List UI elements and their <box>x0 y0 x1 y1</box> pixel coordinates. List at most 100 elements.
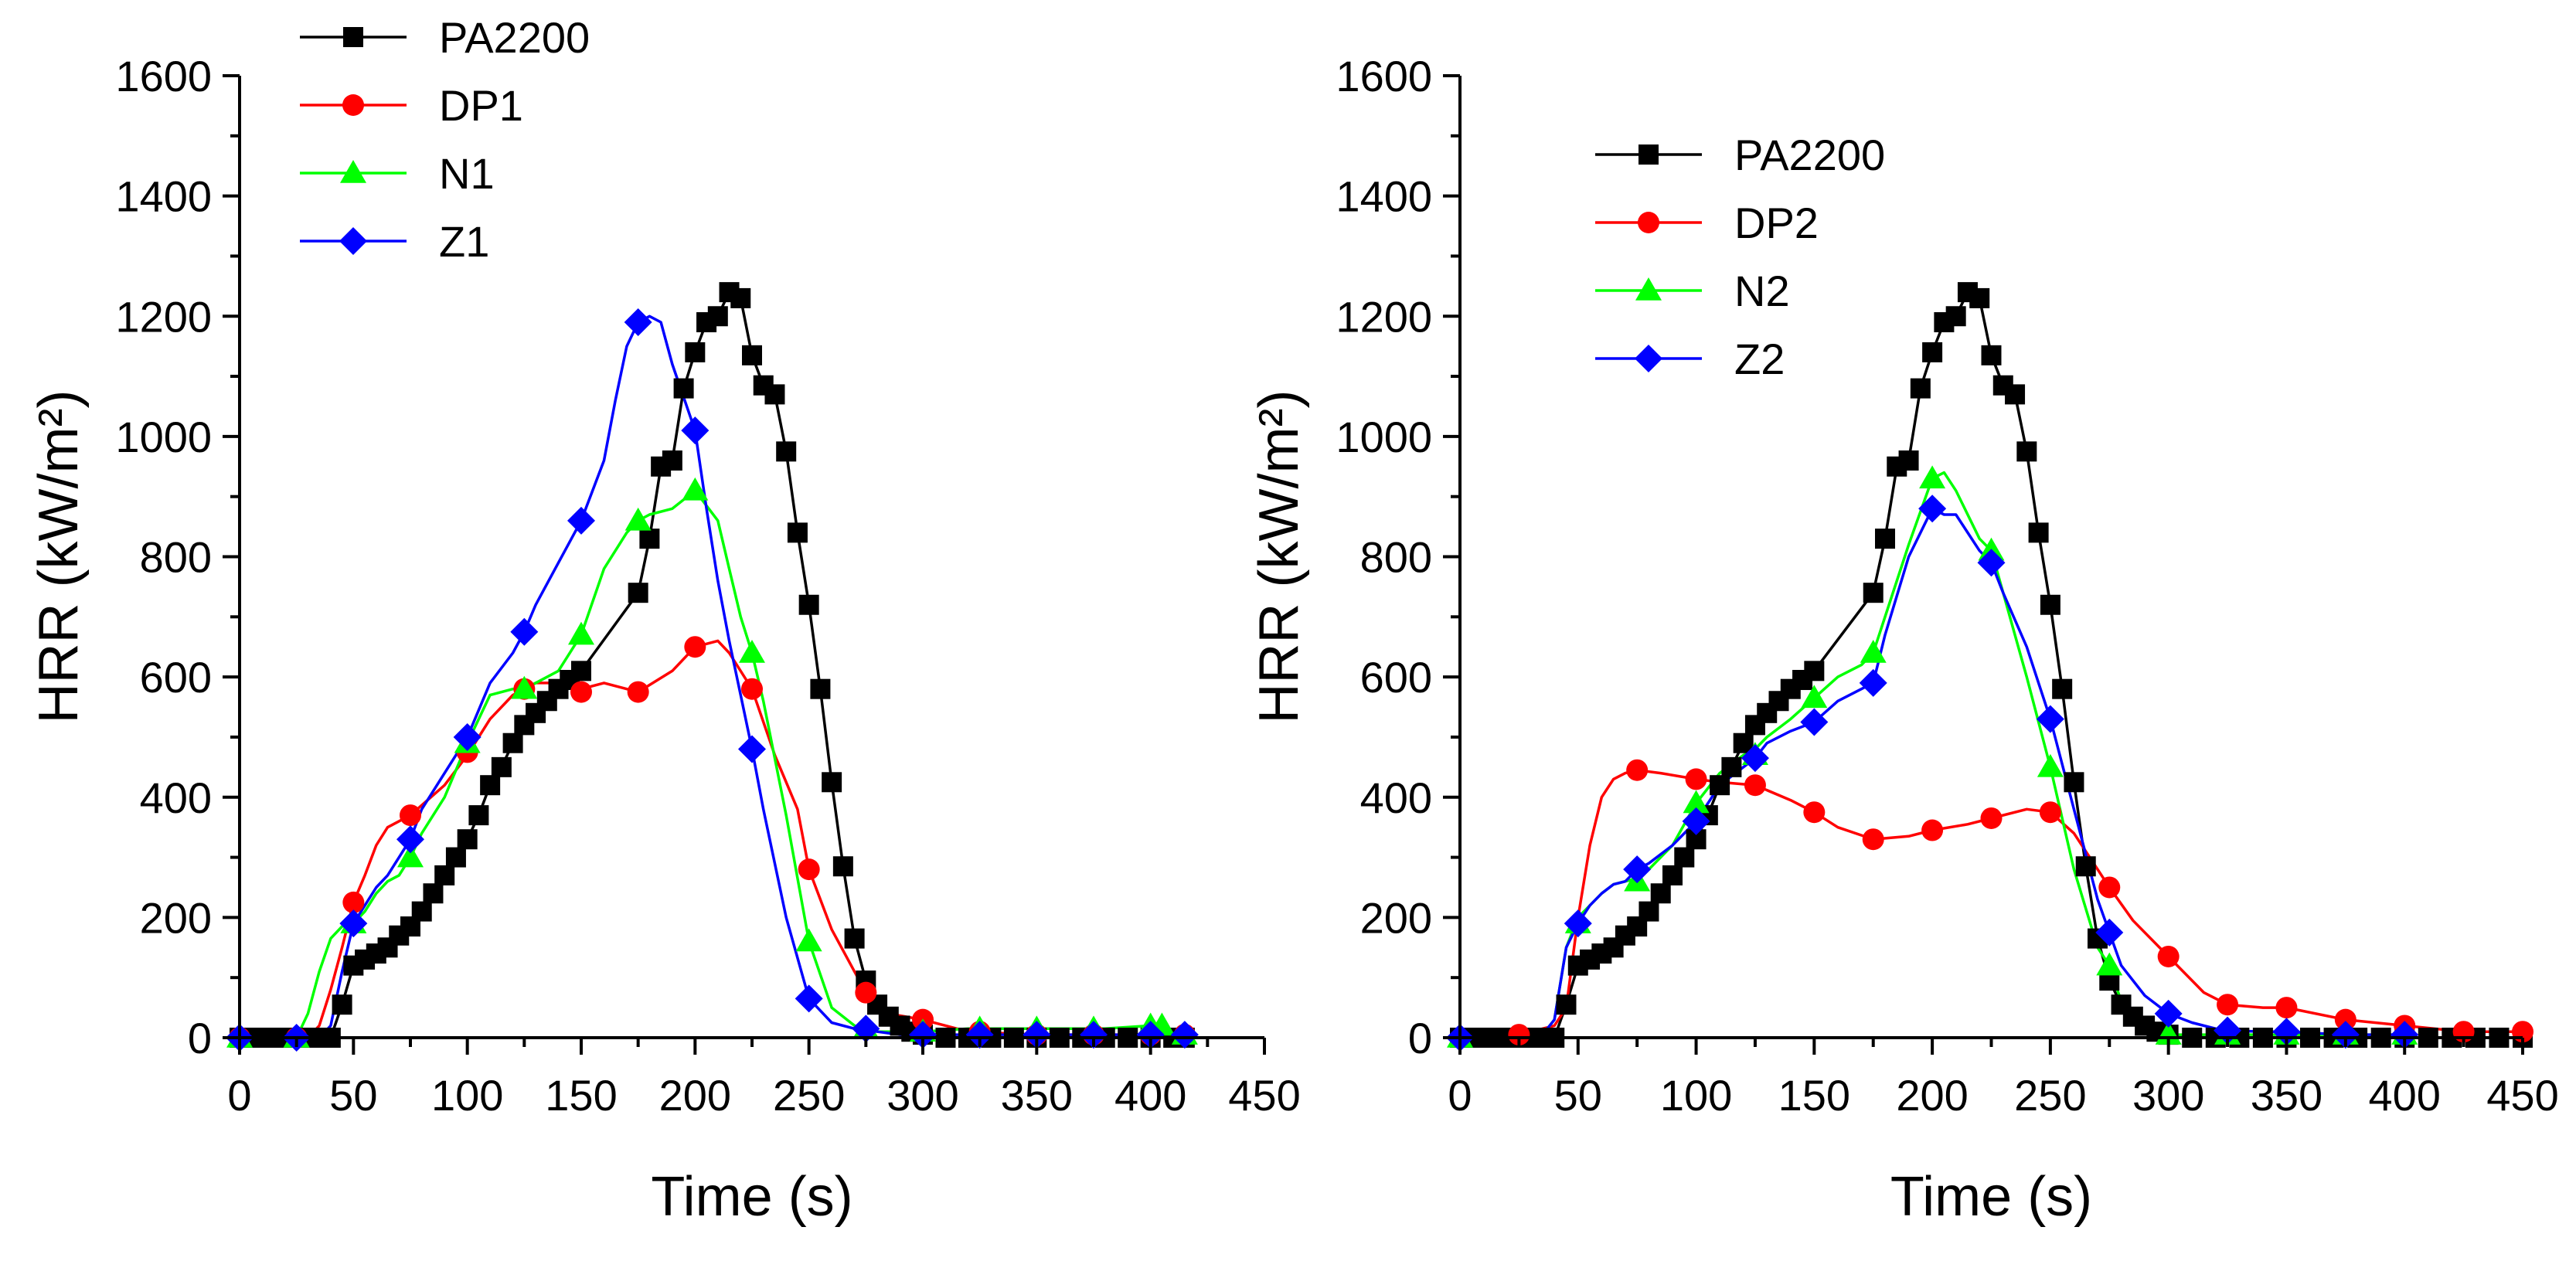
y-tick-label: 1000 <box>115 413 212 461</box>
data-point <box>1683 790 1710 814</box>
data-point <box>738 735 766 763</box>
data-point <box>2039 801 2061 824</box>
data-point <box>453 722 482 751</box>
data-point <box>511 675 538 699</box>
data-point <box>2028 522 2049 543</box>
data-point <box>2154 999 2183 1028</box>
data-point <box>502 732 523 753</box>
y-tick-label: 600 <box>140 653 212 702</box>
y-tick-label: 0 <box>188 1014 212 1062</box>
y-tick-label: 200 <box>1360 893 1432 942</box>
y-tick-label: 1400 <box>1336 172 1432 221</box>
y-axis-title: HRR (kW/m²) <box>1248 390 1310 724</box>
data-point <box>685 342 706 362</box>
data-point <box>1969 287 1990 308</box>
x-tick-label: 450 <box>1228 1071 1300 1120</box>
legend: PA2200 DP2 N2 Z2 <box>1595 131 1885 383</box>
data-point <box>571 661 591 681</box>
legend-marker <box>342 94 364 116</box>
data-point <box>1721 756 1742 777</box>
data-point <box>628 583 648 603</box>
data-point <box>795 984 823 1013</box>
data-point <box>1638 901 1659 922</box>
data-point <box>480 775 501 796</box>
x-tick-label: 0 <box>227 1071 251 1120</box>
y-tick-label: 200 <box>140 893 212 942</box>
data-point <box>822 772 842 793</box>
data-point <box>445 847 466 868</box>
data-point <box>1674 847 1695 868</box>
data-point <box>855 981 877 1004</box>
series-markers-dp2 <box>1508 759 2533 1046</box>
data-point <box>832 856 853 877</box>
data-point <box>1136 1021 1165 1049</box>
x-tick-label: 100 <box>431 1071 503 1120</box>
data-point <box>1662 865 1683 885</box>
x-tick-label: 50 <box>329 1071 377 1120</box>
x-tick-label: 250 <box>2014 1071 2086 1120</box>
data-point <box>1508 1024 1530 1046</box>
data-point <box>1980 807 2003 829</box>
data-point <box>2096 952 2123 976</box>
data-point <box>2052 678 2073 699</box>
data-point <box>1564 909 1592 938</box>
data-point <box>844 928 865 949</box>
legend-marker <box>1638 144 1659 165</box>
y-tick-label: 1200 <box>115 292 212 341</box>
data-point <box>2040 594 2060 615</box>
data-point <box>1650 883 1671 904</box>
data-point <box>1710 775 1730 796</box>
data-point <box>1170 1021 1199 1049</box>
data-point <box>510 617 539 646</box>
data-point <box>2275 997 2298 1019</box>
data-point <box>624 507 652 531</box>
legend-label: Z2 <box>1734 335 1785 383</box>
data-point <box>776 441 797 462</box>
data-point <box>624 308 652 337</box>
x-tick-label: 300 <box>2132 1071 2204 1120</box>
x-tick-label: 200 <box>659 1071 731 1120</box>
data-point <box>1981 345 2002 365</box>
x-tick-label: 50 <box>1554 1071 1602 1120</box>
legend-label: DP1 <box>439 81 523 130</box>
data-point <box>707 306 728 327</box>
legend-label: PA2200 <box>1734 131 1885 179</box>
x-tick-label: 450 <box>2486 1071 2558 1120</box>
x-tick-label: 350 <box>1001 1071 1073 1120</box>
data-point <box>1977 549 2006 577</box>
legend-label: N1 <box>439 149 495 198</box>
y-tick-label: 1600 <box>115 52 212 100</box>
data-point <box>1862 828 1884 851</box>
data-point <box>627 681 649 703</box>
data-point <box>1744 774 1766 797</box>
y-tick-label: 400 <box>140 773 212 822</box>
data-point <box>411 901 432 922</box>
data-point <box>2005 384 2026 405</box>
data-point <box>1922 342 1943 362</box>
data-point <box>682 477 709 501</box>
data-point <box>397 844 424 868</box>
data-point <box>662 450 682 471</box>
data-point <box>1898 450 1919 471</box>
chart-panel-2: 0 50 100 150 200 250 300 350 400 450 0 200 400 600 800… <box>1248 52 2559 1228</box>
legend-label: PA2200 <box>439 13 590 62</box>
legend-marker <box>1635 277 1662 301</box>
data-point <box>673 378 694 399</box>
data-point <box>434 865 455 885</box>
x-tick-label: 400 <box>2369 1071 2441 1120</box>
data-point <box>568 621 594 645</box>
data-point <box>2391 1021 2419 1049</box>
legend-label: DP2 <box>1734 199 1819 247</box>
y-tick-label: 600 <box>1360 653 1432 702</box>
data-point <box>1863 583 1884 603</box>
data-point <box>1800 708 1829 736</box>
data-point <box>798 858 820 881</box>
data-point <box>1804 661 1825 681</box>
data-point <box>2095 918 2124 947</box>
data-point <box>457 829 478 850</box>
y-tick-label: 800 <box>1360 533 1432 582</box>
data-point <box>1801 685 1828 709</box>
data-point <box>1682 807 1710 835</box>
legend-label: Z1 <box>439 217 489 266</box>
